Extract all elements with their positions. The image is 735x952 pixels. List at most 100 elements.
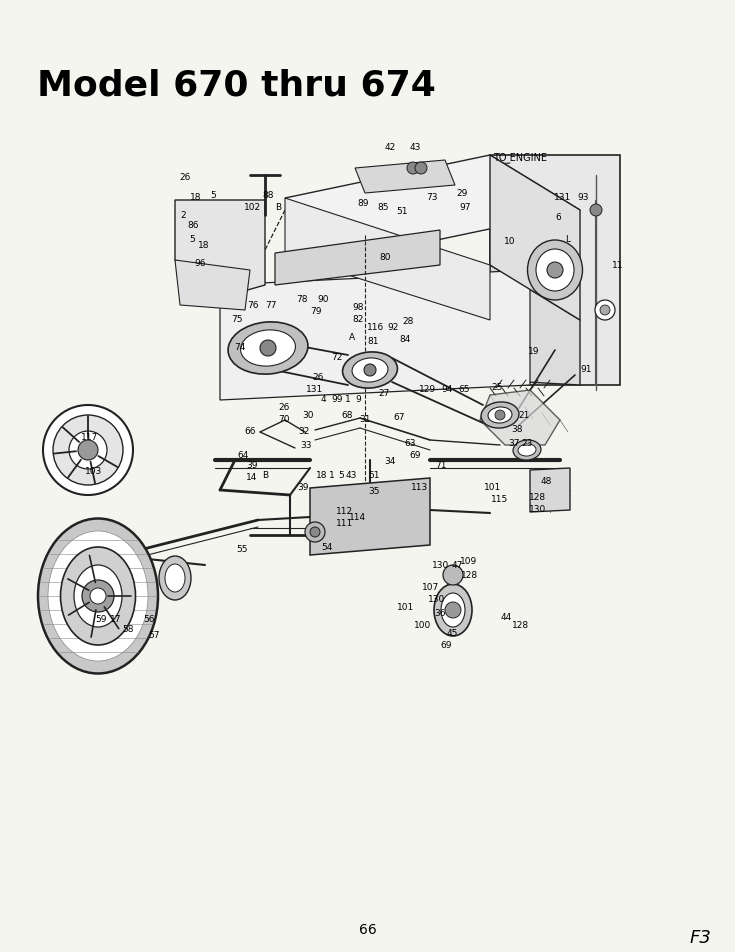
Text: 25: 25	[491, 384, 503, 392]
Text: 2: 2	[180, 210, 186, 220]
Text: A: A	[349, 333, 355, 343]
Text: 101: 101	[484, 483, 501, 491]
Circle shape	[547, 262, 563, 278]
Polygon shape	[490, 265, 580, 385]
Text: 80: 80	[379, 253, 391, 263]
Text: 35: 35	[368, 487, 380, 497]
Text: 109: 109	[460, 557, 478, 565]
Text: 76: 76	[247, 301, 259, 309]
Polygon shape	[480, 390, 560, 445]
Polygon shape	[285, 198, 490, 320]
Text: 92: 92	[387, 323, 398, 331]
Ellipse shape	[434, 584, 472, 636]
Text: 86: 86	[187, 221, 198, 229]
Ellipse shape	[240, 330, 295, 367]
Ellipse shape	[488, 407, 512, 423]
Text: 93: 93	[577, 193, 589, 203]
Text: 88: 88	[262, 190, 273, 200]
Text: 18: 18	[198, 241, 209, 249]
Circle shape	[595, 300, 615, 320]
Ellipse shape	[74, 565, 122, 627]
Text: 21: 21	[518, 410, 530, 420]
Text: 37: 37	[508, 439, 520, 447]
Text: 19: 19	[528, 347, 539, 356]
Text: 38: 38	[512, 426, 523, 434]
Text: 130: 130	[432, 562, 450, 570]
Text: 90: 90	[318, 294, 329, 304]
Text: 4: 4	[320, 395, 326, 405]
Text: 75: 75	[232, 315, 243, 325]
Text: 130: 130	[429, 596, 445, 605]
Ellipse shape	[69, 431, 107, 469]
Text: 55: 55	[236, 545, 248, 554]
Text: 48: 48	[540, 478, 552, 486]
Text: 67: 67	[393, 413, 405, 423]
Text: 131: 131	[306, 386, 323, 394]
Polygon shape	[285, 155, 580, 253]
Text: 97: 97	[459, 203, 470, 211]
Polygon shape	[220, 270, 530, 400]
Ellipse shape	[53, 415, 123, 485]
Text: 43: 43	[409, 144, 420, 152]
Text: 78: 78	[296, 295, 308, 305]
Text: 64: 64	[237, 450, 248, 460]
Text: 10: 10	[504, 237, 516, 247]
Text: 102: 102	[245, 203, 262, 211]
Text: 101: 101	[398, 604, 415, 612]
Polygon shape	[490, 155, 620, 385]
Text: F3: F3	[689, 929, 711, 947]
Text: 81: 81	[368, 338, 379, 347]
Text: 117: 117	[82, 433, 98, 443]
Text: 47: 47	[451, 562, 463, 570]
Text: 5: 5	[338, 470, 344, 480]
Text: 74: 74	[234, 344, 245, 352]
Text: 6: 6	[555, 213, 561, 223]
Text: 43: 43	[345, 470, 356, 480]
Ellipse shape	[513, 440, 541, 460]
Text: 113: 113	[412, 484, 429, 492]
Text: 71: 71	[435, 462, 447, 470]
Circle shape	[495, 410, 505, 420]
Polygon shape	[275, 230, 440, 285]
Text: 130: 130	[529, 506, 547, 514]
Polygon shape	[175, 200, 265, 295]
Text: 5: 5	[210, 190, 216, 200]
Text: 5: 5	[189, 235, 195, 245]
Text: 59: 59	[96, 616, 107, 625]
Text: L: L	[565, 235, 570, 245]
Text: 65: 65	[458, 386, 470, 394]
Text: 34: 34	[384, 458, 395, 466]
Circle shape	[305, 522, 325, 542]
Circle shape	[443, 565, 463, 585]
Circle shape	[600, 305, 610, 315]
Text: 79: 79	[310, 307, 322, 316]
Text: 28: 28	[402, 318, 414, 327]
Text: 39: 39	[246, 462, 258, 470]
Text: 51: 51	[368, 470, 380, 480]
Text: TO ENGINE: TO ENGINE	[493, 153, 547, 163]
Text: 39: 39	[297, 483, 309, 491]
Ellipse shape	[441, 593, 465, 627]
Circle shape	[415, 162, 427, 174]
Text: 114: 114	[349, 513, 367, 523]
Circle shape	[90, 588, 106, 604]
Text: 91: 91	[580, 366, 592, 374]
Text: 66: 66	[359, 923, 376, 937]
Text: 100: 100	[415, 622, 431, 630]
Text: 82: 82	[352, 315, 364, 325]
Text: 45: 45	[446, 628, 458, 638]
Ellipse shape	[159, 556, 191, 600]
Text: B: B	[262, 471, 268, 481]
Text: 31: 31	[359, 415, 370, 425]
Polygon shape	[355, 160, 455, 193]
Ellipse shape	[536, 249, 574, 291]
Text: 112: 112	[337, 507, 354, 517]
Text: 58: 58	[122, 625, 134, 634]
Text: 111: 111	[337, 520, 354, 528]
Text: 69: 69	[409, 451, 420, 461]
Text: 85: 85	[377, 203, 389, 211]
Text: 32: 32	[298, 427, 309, 437]
Ellipse shape	[528, 240, 583, 300]
Circle shape	[82, 580, 114, 612]
Text: 107: 107	[423, 584, 440, 592]
